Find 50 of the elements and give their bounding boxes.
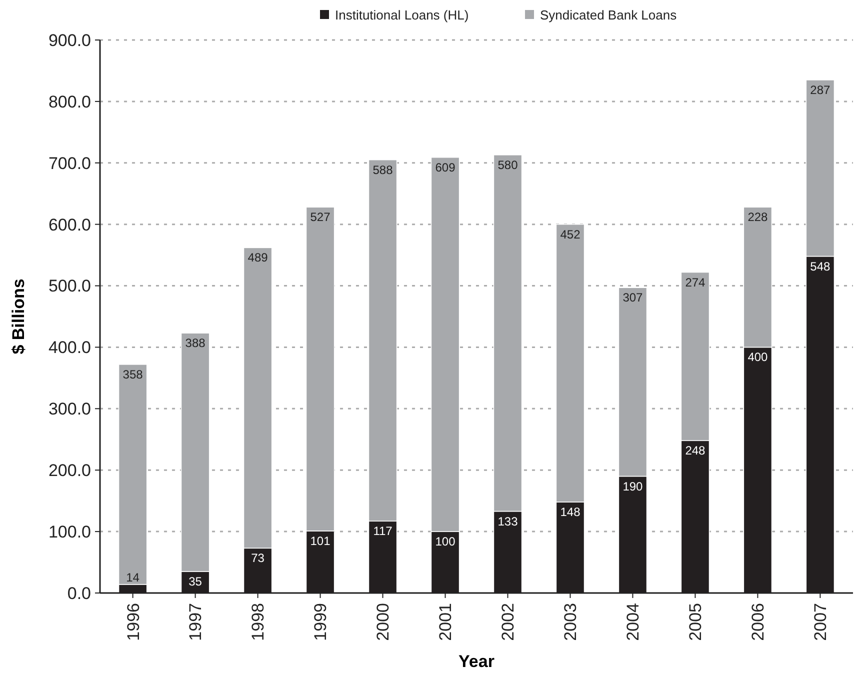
data-label: 307: [622, 290, 644, 305]
x-tick-label: 2006: [748, 603, 768, 641]
data-label: 101: [310, 534, 331, 548]
data-label: 190: [622, 479, 644, 494]
x-tick-label: 2007: [811, 603, 830, 641]
x-tick-label: 1999: [311, 603, 330, 641]
y-tick-label: 700.0: [48, 154, 91, 173]
data-label: 527: [310, 210, 331, 224]
data-label: 248: [685, 444, 706, 458]
data-label: 274: [685, 275, 706, 290]
y-tick-label: 400.0: [48, 338, 91, 358]
data-label: 148: [560, 505, 581, 520]
x-tick-label: 2001: [436, 603, 456, 641]
legend-label: Syndicated Bank Loans: [540, 8, 678, 23]
y-tick-label: 900.0: [48, 30, 91, 50]
x-tick-label: 1998: [248, 603, 268, 641]
x-tick-label: 2004: [624, 603, 643, 641]
y-tick-label: 600.0: [48, 215, 91, 234]
y-axis-title: $ Billions: [9, 278, 28, 354]
data-label: 609: [435, 160, 456, 174]
x-tick-label: 2000: [374, 603, 393, 641]
data-label: 580: [498, 158, 518, 172]
data-label: 73: [251, 551, 265, 566]
data-label: 100: [435, 534, 456, 549]
legend-label: Institutional Loans (HL): [335, 8, 469, 23]
y-tick-label: 100.0: [48, 522, 91, 542]
y-tick-label: 0.0: [67, 584, 91, 603]
data-label: 588: [372, 162, 394, 177]
data-label: 400: [748, 350, 768, 364]
data-label: 228: [748, 210, 768, 224]
x-tick-label: 1997: [186, 603, 206, 641]
data-label: 133: [498, 514, 518, 528]
data-label: 35: [188, 574, 202, 588]
data-label: 548: [810, 259, 831, 274]
x-tick-label: 2002: [498, 603, 518, 641]
x-tick-label: 2003: [561, 603, 580, 641]
y-tick-label: 300.0: [48, 400, 91, 419]
data-label: 117: [373, 524, 393, 538]
data-label: 452: [560, 227, 581, 242]
data-label: 14: [126, 570, 140, 584]
x-axis-title: Year: [458, 652, 495, 671]
y-tick-label: 500.0: [48, 276, 91, 296]
y-tick-label: 800.0: [48, 92, 91, 112]
x-tick-label: 2005: [686, 603, 706, 641]
data-label: 489: [248, 250, 268, 265]
data-label: 287: [810, 82, 831, 97]
x-tick-label: 1996: [124, 603, 143, 641]
data-label: 388: [185, 336, 206, 350]
data-label: 358: [122, 367, 144, 382]
y-tick-label: 200.0: [48, 461, 91, 480]
